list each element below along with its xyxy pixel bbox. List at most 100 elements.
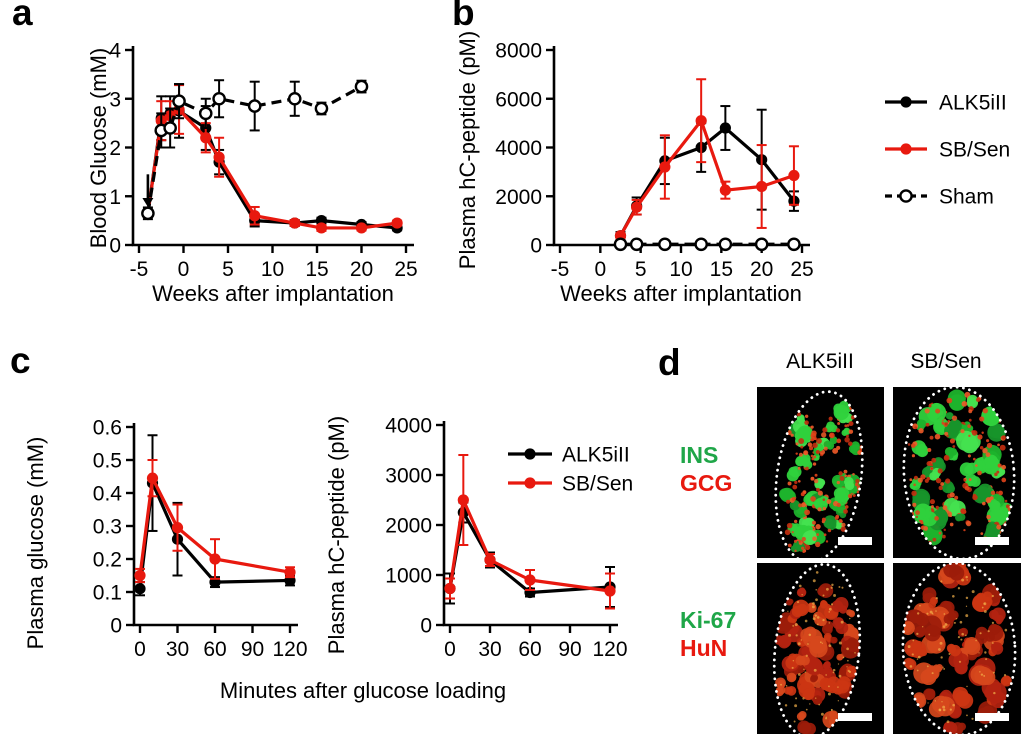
y-tick-label: 1000 xyxy=(385,565,432,588)
data-point xyxy=(718,237,733,252)
x-tick-label: 15 xyxy=(305,258,328,281)
x-tick-label: 25 xyxy=(394,258,417,281)
y-tick-label: 0.3 xyxy=(93,516,122,539)
data-point xyxy=(200,132,212,144)
data-point xyxy=(249,210,261,222)
tissue-section xyxy=(901,563,1012,734)
y-tick-label: 2000 xyxy=(495,186,542,209)
x-tick-label: -5 xyxy=(130,258,149,281)
data-point xyxy=(209,553,221,565)
data-point xyxy=(694,237,708,252)
x-tick-label: 0 xyxy=(134,638,146,661)
data-point xyxy=(163,121,177,135)
data-point xyxy=(457,494,469,506)
data-point xyxy=(355,222,368,234)
legend-marker xyxy=(524,448,536,460)
scale-bar xyxy=(838,713,872,721)
y-tick-label: 3 xyxy=(109,88,121,111)
data-point xyxy=(524,574,536,586)
panel-d-column-alk5iii: ALK5iII xyxy=(786,350,854,373)
data-point xyxy=(289,217,301,229)
marker-label-gcg: GCG xyxy=(680,470,733,496)
x-tick-label: 60 xyxy=(203,638,226,661)
y-tick-label: 0 xyxy=(110,615,122,638)
series-sham xyxy=(141,79,369,221)
data-point xyxy=(604,585,616,597)
x-tick-label: 10 xyxy=(261,258,284,281)
legend-label: ALK5iII xyxy=(562,444,630,467)
data-point xyxy=(659,161,671,173)
y-tick-label: 8000 xyxy=(495,40,542,63)
x-tick-label: 90 xyxy=(241,638,264,661)
data-point xyxy=(172,94,186,108)
data-point xyxy=(213,151,225,163)
series-sb-sen xyxy=(444,454,616,610)
data-point xyxy=(198,106,213,121)
img-ki67-hun-sbsen xyxy=(893,563,1021,734)
panel-b-xlabel: Weeks after implantation xyxy=(560,281,802,306)
tissue-section xyxy=(774,571,861,734)
y-tick-label: 4000 xyxy=(385,415,432,438)
series-alk5iii xyxy=(614,105,800,242)
series-line xyxy=(619,119,795,237)
chart-plasma-c-peptide: 8000 6000 4000 2000 0 -5 0 5 10 15 20 25 ALK5iII SB/S… xyxy=(495,40,1010,281)
y-tick-label: 0.2 xyxy=(93,549,122,572)
x-tick-label: 60 xyxy=(518,638,541,661)
chart-ogtt-glucose: 0.6 0.5 0.4 0.3 0.2 0.1 00 30 60 90 120 xyxy=(93,417,308,661)
data-point xyxy=(695,115,707,127)
x-tick-label: 0 xyxy=(594,258,606,281)
x-tick-label: 15 xyxy=(710,258,733,281)
x-tick-label: 30 xyxy=(478,638,501,661)
series-line xyxy=(146,107,398,230)
tissue-outline-dotted xyxy=(774,390,864,558)
data-point xyxy=(719,122,731,134)
y-tick-label: 0.4 xyxy=(93,483,123,506)
marker-label-ins: INS xyxy=(680,442,719,468)
panel-c-xlabel: Minutes after glucose loading xyxy=(219,678,507,703)
data-point xyxy=(754,237,769,252)
scale-bar xyxy=(975,713,1009,721)
y-tick-label: 6000 xyxy=(495,88,542,111)
tissue-outline-dotted xyxy=(901,563,1017,734)
img-ki67-hun-alk5 xyxy=(757,563,884,734)
x-tick-label: 10 xyxy=(669,258,692,281)
data-point xyxy=(788,169,800,182)
data-point xyxy=(315,222,328,234)
y-tick-label: 0.5 xyxy=(93,450,122,473)
data-point xyxy=(756,180,768,193)
series-sb-sen xyxy=(614,78,800,242)
x-tick-label: 120 xyxy=(272,638,307,661)
y-tick-label: 2000 xyxy=(385,515,432,538)
panel-a-letter: a xyxy=(12,0,33,33)
data-point xyxy=(658,237,672,252)
chart-ogtt-c-peptide: 4000 3000 2000 1000 00 30 60 90 120 ALK5iII SB/Sen xyxy=(385,415,633,661)
data-point xyxy=(141,206,155,221)
data-point xyxy=(287,91,302,106)
data-point xyxy=(247,99,262,113)
data-point xyxy=(146,472,159,484)
data-point xyxy=(284,566,296,578)
img-ins-gcg-sbsen xyxy=(893,387,1021,558)
marker-label-ki67: Ki-67 xyxy=(680,607,737,633)
scale-bar xyxy=(975,537,1009,545)
x-tick-label: 0 xyxy=(444,638,456,661)
legend-label: ALK5iII xyxy=(939,92,1007,115)
x-tick-label: 90 xyxy=(558,638,581,661)
y-tick-label: 4 xyxy=(109,40,121,63)
panel-b-letter: b xyxy=(452,0,475,33)
legend-marker xyxy=(524,477,536,489)
y-tick-label: 4000 xyxy=(495,137,542,160)
data-point xyxy=(484,554,496,566)
data-point xyxy=(719,184,731,196)
y-tick-label: 0 xyxy=(109,235,121,258)
y-tick-label: 2 xyxy=(109,137,121,160)
series-sham xyxy=(613,237,801,252)
scale-bar xyxy=(838,537,872,545)
panel-c-letter: c xyxy=(10,340,31,381)
y-tick-label: 3000 xyxy=(385,465,432,488)
series-line xyxy=(619,126,796,237)
legend-label: Sham xyxy=(939,186,994,209)
